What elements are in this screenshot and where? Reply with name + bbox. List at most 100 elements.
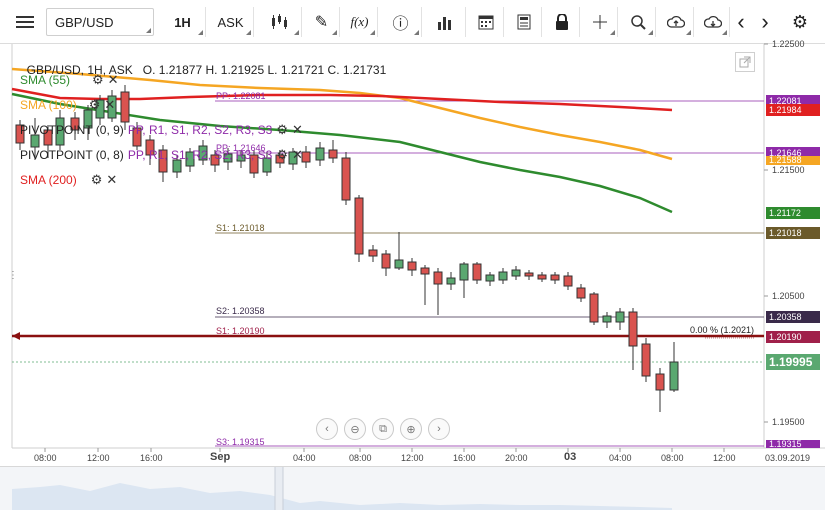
level-label-s1-lower: S1: 1.20190 xyxy=(216,326,265,336)
indicator-label: SMA (100) xyxy=(20,98,77,112)
zoom-out-button[interactable]: ⊖ xyxy=(344,418,366,440)
lock-button[interactable] xyxy=(544,7,580,37)
scroll-right-button[interactable]: › xyxy=(428,418,450,440)
ohlc-values: O. 1.21877 H. 1.21925 L. 1.21721 C. 1.21… xyxy=(142,63,387,77)
indicator-sma-55[interactable]: SMA (55) ⚙ ✕ xyxy=(20,72,119,88)
price-tick: 1.19500 xyxy=(772,417,805,427)
level-label-pp1: PP: 1.22081 xyxy=(216,91,266,101)
candles xyxy=(15,85,679,412)
settings-button[interactable]: ⚙ xyxy=(786,7,814,37)
indicator-pivot-9[interactable]: PIVOTPOINT (0, 9) PP, R1, S1, R2, S2, R3… xyxy=(20,122,303,138)
time-tick: 20:00 xyxy=(505,453,528,463)
bars-icon xyxy=(437,17,451,30)
download-button[interactable] xyxy=(696,7,730,37)
crosshair-icon xyxy=(592,15,607,29)
timeframe-label: 1H xyxy=(174,14,191,30)
zoom-out-icon: ⊖ xyxy=(350,423,360,436)
chart-toolbar: GBP/USD 1H ASK ✎ f(x) ⓘ ‹ xyxy=(0,0,825,44)
lock-icon xyxy=(555,14,568,30)
fib-label: 0.00 % (1.2021) xyxy=(690,325,755,335)
price-tick: 1.21500 xyxy=(772,165,805,175)
time-tick: 08:00 xyxy=(661,453,684,463)
chart-type-button[interactable] xyxy=(256,7,302,37)
close-icon[interactable]: ✕ xyxy=(104,97,116,112)
indicator-sma-100[interactable]: SMA (100) ⚙ ✕ xyxy=(20,97,115,113)
chart-nav-controls: ‹ ⊖ ⧉ ⊕ › xyxy=(316,418,450,440)
level-label-s1-upper: S1: 1.21018 xyxy=(216,223,265,233)
level-label-s2: S2: 1.20358 xyxy=(216,306,265,316)
scroll-left-button[interactable]: ‹ xyxy=(316,418,338,440)
time-tick: 12:00 xyxy=(87,453,110,463)
time-tick: Sep xyxy=(210,451,231,463)
symbol-selector[interactable]: GBP/USD xyxy=(46,8,154,36)
price-tag-current: 1.19995 xyxy=(766,354,820,370)
price-type-selector[interactable]: ASK xyxy=(208,7,254,37)
calendar-icon xyxy=(478,15,493,30)
crosshair-button[interactable] xyxy=(582,7,618,37)
download-icon xyxy=(703,15,722,28)
indicator-label: PIVOTPOINT (0, 8) xyxy=(20,148,124,162)
close-icon[interactable]: ✕ xyxy=(292,147,303,162)
close-icon[interactable]: ✕ xyxy=(107,72,119,87)
menu-icon xyxy=(16,16,34,28)
drag-handle-icon[interactable]: ⋮ xyxy=(8,270,18,281)
gear-icon[interactable]: ⚙ xyxy=(90,172,103,187)
gear-icon[interactable]: ⚙ xyxy=(92,72,104,87)
zoom-button[interactable] xyxy=(620,7,656,37)
upload-button[interactable] xyxy=(658,7,694,37)
level-label-s3: S3: 1.19315 xyxy=(216,437,265,447)
gear-icon: ⚙ xyxy=(791,11,809,32)
zoom-icon xyxy=(630,15,646,30)
gear-icon[interactable]: ⚙ xyxy=(88,97,101,112)
price-tag-s3: 1.19315 xyxy=(766,440,820,449)
navigator-preview xyxy=(12,467,672,510)
indicators-button[interactable]: f(x) xyxy=(342,7,378,37)
price-tag-s2: 1.20358 xyxy=(766,311,820,323)
time-tick: 04:00 xyxy=(293,453,316,463)
time-tick: 03.09.2019 xyxy=(765,453,811,463)
chevron-right-icon: › xyxy=(761,9,769,34)
calendar-button[interactable] xyxy=(468,7,504,37)
chart-navigator[interactable] xyxy=(0,466,825,510)
menu-button[interactable] xyxy=(8,7,42,37)
price-tag-s1-upper: 1.21018 xyxy=(766,227,820,239)
news-button[interactable] xyxy=(506,7,542,37)
prev-button[interactable]: ‹ xyxy=(730,7,752,37)
indicator-label: SMA (55) xyxy=(20,73,71,87)
next-button[interactable]: › xyxy=(754,7,776,37)
chevron-left-icon: ‹ xyxy=(737,9,745,34)
time-tick: 12:00 xyxy=(713,453,736,463)
zoom-in-button[interactable]: ⊕ xyxy=(400,418,422,440)
time-tick: 12:00 xyxy=(401,453,424,463)
info-button[interactable]: ⓘ xyxy=(380,7,422,37)
info-icon: ⓘ xyxy=(392,16,409,33)
close-icon[interactable]: ✕ xyxy=(292,122,303,137)
time-tick: 16:00 xyxy=(453,453,476,463)
time-tick: 04:00 xyxy=(609,453,632,463)
gear-icon[interactable]: ⚙ xyxy=(276,147,288,162)
price-tag-sma-200: 1.21984 xyxy=(766,104,820,116)
upload-icon xyxy=(666,15,685,28)
popout-button[interactable] xyxy=(735,52,755,72)
time-tick: 08:00 xyxy=(349,453,372,463)
price-tag-sma-100: 1.21588 xyxy=(766,156,820,165)
symbol-label: GBP/USD xyxy=(55,14,114,30)
candles-icon xyxy=(271,14,287,29)
time-axis: 08:00 12:00 16:00 Sep 04:00 08:00 12:00 … xyxy=(12,448,825,466)
level-label-pp2: PP: 1.21646 xyxy=(216,143,266,153)
draw-tool-button[interactable]: ✎ xyxy=(304,7,340,37)
price-tag-s1-lower: 1.20190 xyxy=(766,331,820,343)
indicator-pivot-8[interactable]: PIVOTPOINT (0, 8) PP, R1, S1, R2, S2, R3… xyxy=(20,147,303,163)
indicator-extra: PP, R1, S1, R2, S2, R3, S3 xyxy=(127,148,273,162)
close-icon[interactable]: ✕ xyxy=(106,172,118,187)
chart-header: GBP/USD, 1H, ASK O. 1.21877 H. 1.21925 L… xyxy=(20,49,387,77)
gear-icon[interactable]: ⚙ xyxy=(276,122,288,137)
indicator-label: SMA (200) xyxy=(20,173,77,187)
reset-zoom-button[interactable]: ⧉ xyxy=(372,418,394,440)
price-chart[interactable] xyxy=(0,0,825,466)
news-icon xyxy=(517,14,530,30)
time-tick: 08:00 xyxy=(34,453,57,463)
indicator-sma-200[interactable]: SMA (200) ⚙ ✕ xyxy=(20,172,117,188)
timeframe-selector[interactable]: 1H xyxy=(160,7,206,37)
volume-button[interactable] xyxy=(424,7,466,37)
